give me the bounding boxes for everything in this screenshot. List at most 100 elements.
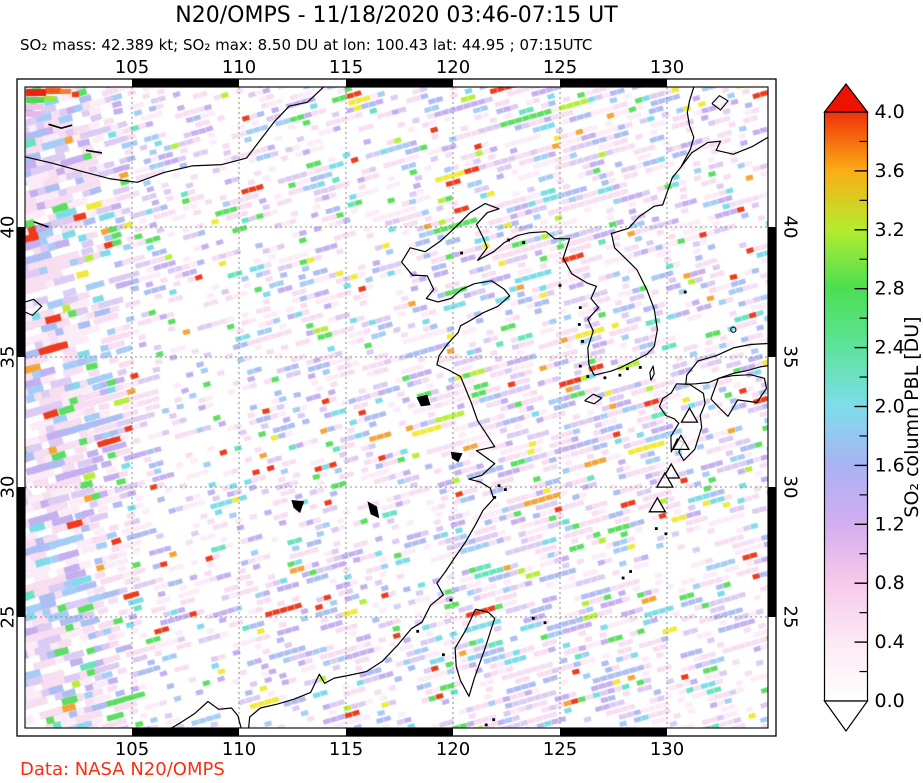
island-dot: [493, 496, 497, 499]
colorbar-underflow-arrow: [823, 700, 869, 733]
island-dot: [449, 598, 453, 602]
lake: [450, 451, 463, 463]
zebra-segment: [346, 79, 453, 87]
island-dot: [522, 241, 525, 244]
colorbar-tick-label: 3.6: [875, 160, 905, 182]
x-tick-label-bottom: 125: [543, 739, 577, 760]
y-tick-label-right: 30: [780, 476, 801, 499]
zebra-segment: [346, 728, 453, 736]
island-dot: [531, 616, 535, 620]
zebra-segment: [132, 79, 239, 87]
coastline-mongolia-border: [25, 87, 324, 183]
river: [33, 221, 49, 228]
island-dot: [543, 621, 547, 625]
y-tick-label-right: 35: [780, 346, 801, 369]
plot-subtitle: SO₂ mass: 42.389 kt; SO₂ max: 8.50 DU at…: [20, 36, 593, 54]
zebra-segment: [768, 227, 776, 357]
island-dot: [504, 488, 507, 491]
zebra-segment: [132, 728, 239, 736]
x-tick-label-bottom: 105: [115, 739, 149, 760]
island-dot: [654, 527, 658, 530]
zebra-segment: [17, 487, 25, 617]
colorbar-overflow-arrow: [823, 83, 869, 113]
colorbar-tick-label: 2.4: [875, 337, 905, 359]
island-dot: [460, 251, 463, 255]
coastline-shikoku: [710, 374, 768, 417]
island-dot: [683, 290, 687, 294]
island-dot: [558, 284, 562, 287]
colorbar-tick-label: 2.8: [875, 278, 905, 300]
island-dot: [638, 366, 642, 369]
colorbar-tick-label: 1.6: [875, 454, 905, 476]
island-dot: [581, 340, 584, 343]
island-dot: [629, 570, 632, 573]
x-tick-label-bottom: 120: [436, 739, 470, 760]
volcano-marker-icon: [680, 406, 699, 423]
coastline-taiwan: [454, 608, 496, 697]
y-tick-label-left: 25: [0, 606, 19, 629]
lake: [291, 500, 305, 513]
coastline-tonkin-coast: [171, 700, 242, 728]
volcano-marker-icon: [671, 434, 691, 451]
island-dot: [621, 576, 625, 580]
colorbar-tick-label: 0.8: [875, 572, 905, 594]
coastline-korea-primorye: [545, 136, 768, 376]
satellite-swath-canvas: [25, 87, 768, 728]
island-dot: [578, 364, 582, 368]
river: [85, 149, 103, 154]
island-dot: [618, 373, 622, 377]
river: [48, 123, 73, 130]
zebra-band: [17, 79, 25, 736]
map-outer-border: [16, 78, 777, 737]
colorbar-tick-label: 1.2: [875, 513, 905, 535]
island-dot: [484, 723, 488, 727]
coastline-layer: [25, 87, 768, 728]
colorbar-tick-label: 0.4: [875, 631, 905, 653]
colorbar-tick-label: 2.0: [875, 396, 905, 418]
coastline-cheju: [584, 393, 603, 405]
ring-island: [730, 326, 737, 333]
island-dot: [603, 376, 607, 380]
island-dot: [664, 532, 668, 536]
island-dot: [416, 629, 420, 633]
zebra-band: [768, 79, 776, 736]
zebra-segment: [17, 227, 25, 357]
map-inner-border: [24, 86, 769, 729]
zebra-segment: [768, 487, 776, 617]
island-dot: [586, 375, 590, 378]
x-tick-label-top: 130: [650, 57, 684, 78]
zebra-segment: [560, 79, 667, 87]
coastline-russia-border: [680, 87, 695, 168]
island-dot: [497, 484, 501, 488]
y-tick-label-right: 40: [780, 216, 801, 239]
y-tick-label-left: 40: [0, 216, 19, 239]
x-tick-label-bottom: 110: [222, 739, 256, 760]
volcano-marker-icon: [662, 462, 681, 479]
island-dot: [442, 653, 445, 657]
island-dot: [626, 367, 629, 371]
x-tick-label-bottom: 115: [329, 739, 363, 760]
y-tick-label-left: 35: [0, 346, 19, 369]
x-tick-label-top: 125: [543, 57, 577, 78]
coastline-tsushima: [649, 365, 655, 381]
coastline-kyushu: [658, 383, 706, 462]
x-tick-label-bottom: 130: [650, 739, 684, 760]
volcano-marker-icon: [648, 496, 667, 513]
y-tick-label-left: 30: [0, 476, 19, 499]
coastline-honshu-west: [685, 342, 768, 385]
island-dot: [492, 718, 496, 722]
lake-outline: [711, 95, 729, 111]
lake-outline: [25, 298, 43, 317]
y-tick-label-right: 25: [780, 606, 801, 629]
x-tick-label-top: 115: [329, 57, 363, 78]
island-dot: [577, 323, 581, 326]
volcano-marker-icon: [655, 471, 674, 488]
colorbar-title: SO₂ column PBL [DU]: [901, 316, 923, 518]
lake: [416, 394, 431, 407]
x-tick-label-top: 120: [436, 57, 470, 78]
island-dot: [578, 306, 582, 309]
coastline-china-coast: [248, 203, 547, 728]
x-tick-label-top: 110: [222, 57, 256, 78]
